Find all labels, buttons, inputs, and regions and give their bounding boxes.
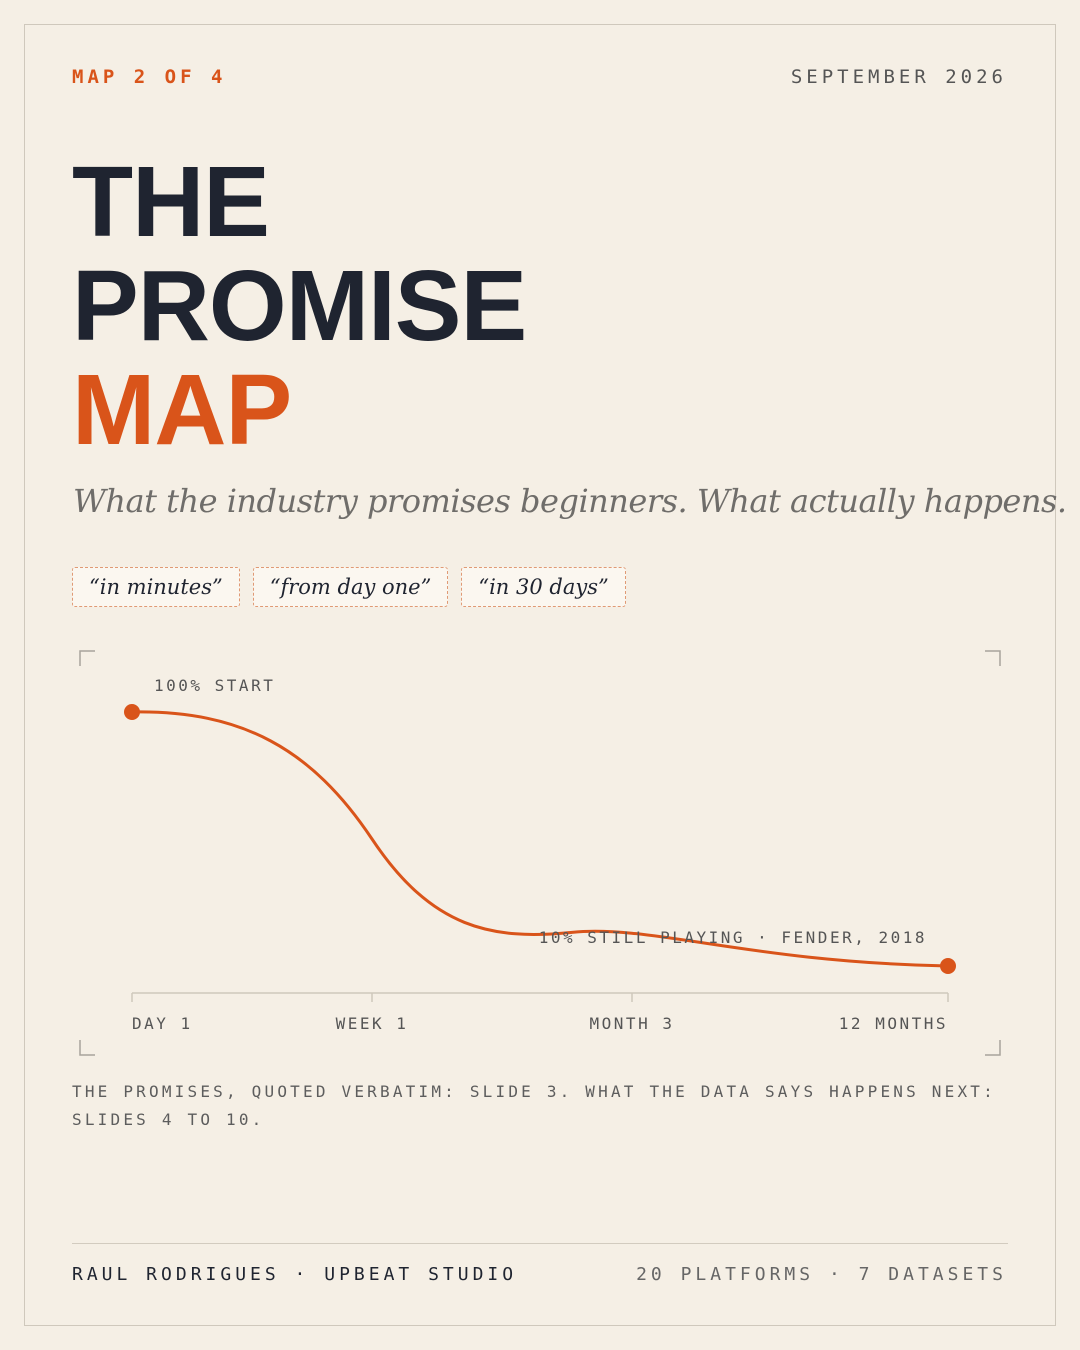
footer-divider [72, 1243, 1008, 1244]
slide-frame [24, 24, 1056, 1326]
subtitle: What the industry promises beginners. Wh… [73, 482, 1067, 520]
title-line-1: THE [72, 146, 270, 258]
series-label: MAP 2 OF 4 [72, 66, 227, 88]
promise-chip: “in minutes” [72, 567, 240, 607]
title-line-2: PROMISE [72, 250, 527, 362]
footer-author: RAUL RODRIGUES · UPBEAT STUDIO [72, 1264, 518, 1285]
title-line-3: MAP [72, 354, 292, 466]
promise-chip: “from day one” [252, 567, 449, 607]
footer-stats: 20 PLATFORMS · 7 DATASETS [636, 1264, 1007, 1285]
caption: THE PROMISES, QUOTED VERBATIM: SLIDE 3. … [72, 1082, 996, 1129]
page-title: THE PROMISE MAP [72, 146, 527, 466]
promise-chips: “in minutes” “from day one” “in 30 days” [72, 567, 626, 607]
date-label: SEPTEMBER 2026 [790, 66, 1007, 88]
promise-chip: “in 30 days” [461, 567, 626, 607]
